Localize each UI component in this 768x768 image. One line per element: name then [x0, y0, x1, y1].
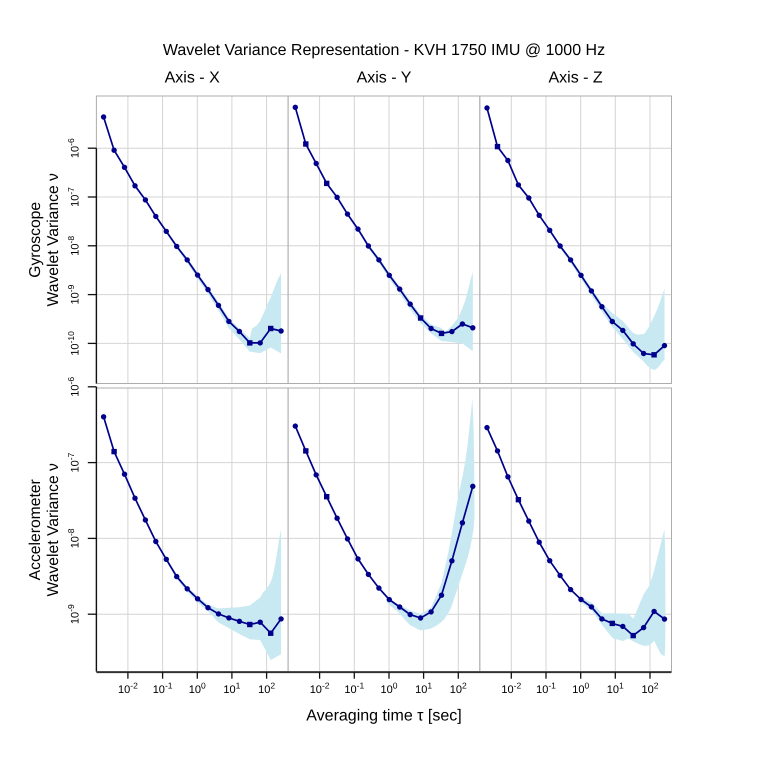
svg-text:10-1: 10-1 — [536, 681, 556, 696]
svg-text:102: 102 — [258, 681, 275, 696]
svg-text:10-10: 10-10 — [66, 331, 81, 356]
svg-text:10-2: 10-2 — [501, 681, 521, 696]
svg-text:10-9: 10-9 — [66, 284, 81, 304]
svg-text:10-7: 10-7 — [66, 187, 81, 207]
svg-text:10-9: 10-9 — [66, 604, 81, 624]
svg-text:10-2: 10-2 — [118, 681, 138, 696]
svg-text:100: 100 — [572, 681, 589, 696]
svg-text:Axis - Z: Axis - Z — [548, 70, 602, 87]
svg-text:10-8: 10-8 — [66, 528, 81, 548]
svg-text:Wavelet Variance ν: Wavelet Variance ν — [45, 463, 62, 597]
svg-text:101: 101 — [415, 681, 432, 696]
svg-text:10-6: 10-6 — [66, 138, 81, 158]
svg-text:102: 102 — [450, 681, 467, 696]
svg-text:Wavelet Variance Representatio: Wavelet Variance Representation - KVH 17… — [163, 42, 605, 59]
svg-text:Gyroscope: Gyroscope — [27, 202, 44, 278]
svg-text:10-1: 10-1 — [153, 681, 173, 696]
svg-text:Axis - Y: Axis - Y — [357, 70, 412, 87]
svg-text:100: 100 — [189, 681, 206, 696]
svg-text:10-2: 10-2 — [310, 681, 330, 696]
svg-text:102: 102 — [642, 681, 659, 696]
svg-text:10-6: 10-6 — [66, 377, 81, 397]
svg-text:101: 101 — [223, 681, 240, 696]
svg-text:Wavelet Variance ν: Wavelet Variance ν — [45, 173, 62, 307]
svg-text:100: 100 — [381, 681, 398, 696]
svg-text:Accelerometer: Accelerometer — [27, 479, 44, 580]
svg-text:10-1: 10-1 — [344, 681, 364, 696]
svg-text:Axis - X: Axis - X — [165, 70, 220, 87]
svg-text:101: 101 — [607, 681, 624, 696]
svg-text:Averaging time τ [sec]: Averaging time τ [sec] — [306, 708, 461, 725]
svg-text:10-7: 10-7 — [66, 452, 81, 472]
svg-text:10-8: 10-8 — [66, 236, 81, 256]
